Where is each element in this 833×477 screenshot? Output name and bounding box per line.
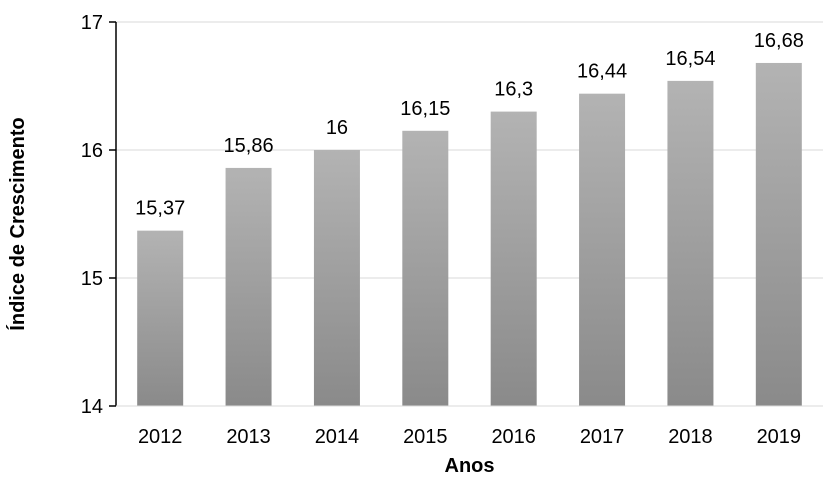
y-tick-labels: 14 15 16 17 [81,12,103,418]
y-tick-label: 16 [81,140,103,162]
bar-2018 [667,80,714,406]
y-axis-title: Índice de Crescimento [6,117,29,330]
bar-2015 [402,130,449,407]
x-tick-label: 2014 [315,426,360,448]
data-label: 16,44 [577,61,627,83]
axes [109,21,823,407]
bar-2012 [137,230,184,406]
bars [137,62,802,407]
data-label: 15,86 [224,135,274,157]
x-tick-label: 2013 [226,426,271,448]
data-label: 15,37 [135,198,185,220]
data-label: 16,68 [754,30,804,52]
x-tick-label: 2017 [580,426,625,448]
data-label: 16,3 [494,79,533,101]
x-axis-title: Anos [445,455,495,477]
data-label: 16,54 [665,48,715,70]
y-tick-label: 14 [81,396,103,418]
x-tick-label: 2012 [138,426,183,448]
x-tick-label: 2018 [668,426,713,448]
data-label: 16 [326,117,348,139]
bar-2017 [579,93,626,407]
data-label: 16,15 [400,98,450,120]
x-tick-label: 2016 [491,426,536,448]
bar-2014 [313,150,360,406]
bar-2013 [225,167,272,406]
y-tick-label: 15 [81,268,103,290]
x-tick-label: 2015 [403,426,448,448]
y-tick-label: 17 [81,12,103,34]
bar-2019 [755,62,802,407]
x-tick-labels: 2012 2013 2014 2015 2016 2017 2018 2019 [138,426,801,448]
x-tick-label: 2019 [757,426,802,448]
gridlines [116,21,823,279]
data-labels: 15,37 15,86 16 16,15 16,3 16,44 16,54 16,68 [135,30,804,220]
bar-2016 [490,111,537,406]
